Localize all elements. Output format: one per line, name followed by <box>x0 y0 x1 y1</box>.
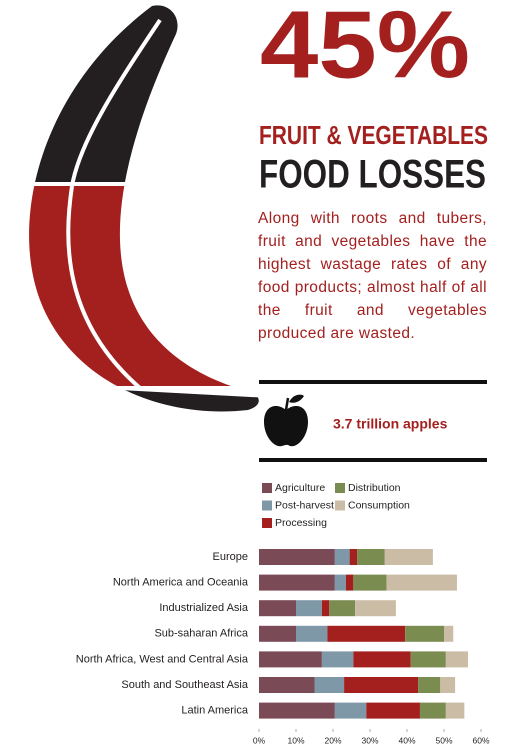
bar-segment <box>259 600 296 617</box>
bar-segment <box>353 574 387 591</box>
category-label: South and Southeast Asia <box>121 679 248 691</box>
bar-segment <box>334 702 367 719</box>
x-tick-label: 20% <box>324 735 341 745</box>
bar-segment <box>349 549 358 565</box>
legend-swatch <box>335 483 345 493</box>
bar-segment <box>353 651 411 668</box>
x-tick-label: 60% <box>472 735 489 745</box>
x-tick-label: 30% <box>361 735 378 745</box>
bar-segment <box>321 651 354 668</box>
bar-segment <box>259 549 335 565</box>
bar-segment <box>444 625 454 642</box>
x-tick-label: 0% <box>253 735 266 745</box>
bar-segment <box>327 625 406 642</box>
bar-segment <box>334 574 346 591</box>
bar-segment <box>405 625 444 642</box>
x-tick-label: 10% <box>287 735 304 745</box>
bar-segment <box>384 549 433 565</box>
legend-swatch <box>262 483 272 493</box>
title: FOOD LOSSES <box>259 153 486 197</box>
bar-segment <box>345 574 354 591</box>
legend-label: Agriculture <box>275 482 325 494</box>
bar-segment <box>296 600 322 617</box>
bar-segment <box>296 625 328 642</box>
legend-label: Consumption <box>348 499 410 511</box>
legend-label: Distribution <box>348 482 401 494</box>
bar-segment <box>259 625 296 642</box>
bar-segment <box>357 549 385 565</box>
bar-segment <box>419 702 446 719</box>
bar-segment <box>355 600 396 617</box>
bar-segment <box>259 677 315 693</box>
divider <box>259 380 487 384</box>
legend-label: Processing <box>275 517 327 529</box>
category-label: North Africa, West and Central Asia <box>76 653 249 665</box>
bar-segment <box>334 549 350 565</box>
legend-swatch <box>262 500 272 511</box>
bar-segment <box>259 651 322 668</box>
bar-segment <box>366 702 420 719</box>
x-tick-label: 40% <box>398 735 415 745</box>
x-tick-label: 50% <box>435 735 452 745</box>
bar-segment <box>410 651 446 668</box>
category-label: North America and Oceania <box>113 577 249 589</box>
bar-segment <box>344 677 419 693</box>
divider <box>259 458 487 462</box>
apple-icon <box>264 394 308 447</box>
category-label: Europe <box>213 551 248 563</box>
headline: 45% <box>260 0 470 98</box>
legend-swatch <box>262 518 272 528</box>
bar-segment <box>329 600 356 617</box>
apples-note: 3.7 trillion apples <box>333 416 448 432</box>
bar-segment <box>259 574 335 591</box>
banana-illustration <box>29 5 259 412</box>
bar-segment <box>314 677 345 693</box>
bar-segment <box>445 702 465 719</box>
category-label: Industrialized Asia <box>159 602 249 614</box>
description: Along with roots and tubers, fruit and v… <box>258 210 487 342</box>
bar-segment <box>321 600 330 617</box>
bar-segment <box>259 702 335 719</box>
bar-segment <box>440 677 456 693</box>
bar-segment <box>386 574 457 591</box>
legend-label: Post-harvest <box>275 499 334 511</box>
legend-swatch <box>335 500 345 511</box>
category-label: Latin America <box>181 705 249 717</box>
subtitle: FRUIT & VEGETABLES <box>259 120 488 150</box>
bar-segment <box>445 651 469 668</box>
category-label: Sub-saharan Africa <box>154 628 248 640</box>
bar-segment <box>418 677 441 693</box>
